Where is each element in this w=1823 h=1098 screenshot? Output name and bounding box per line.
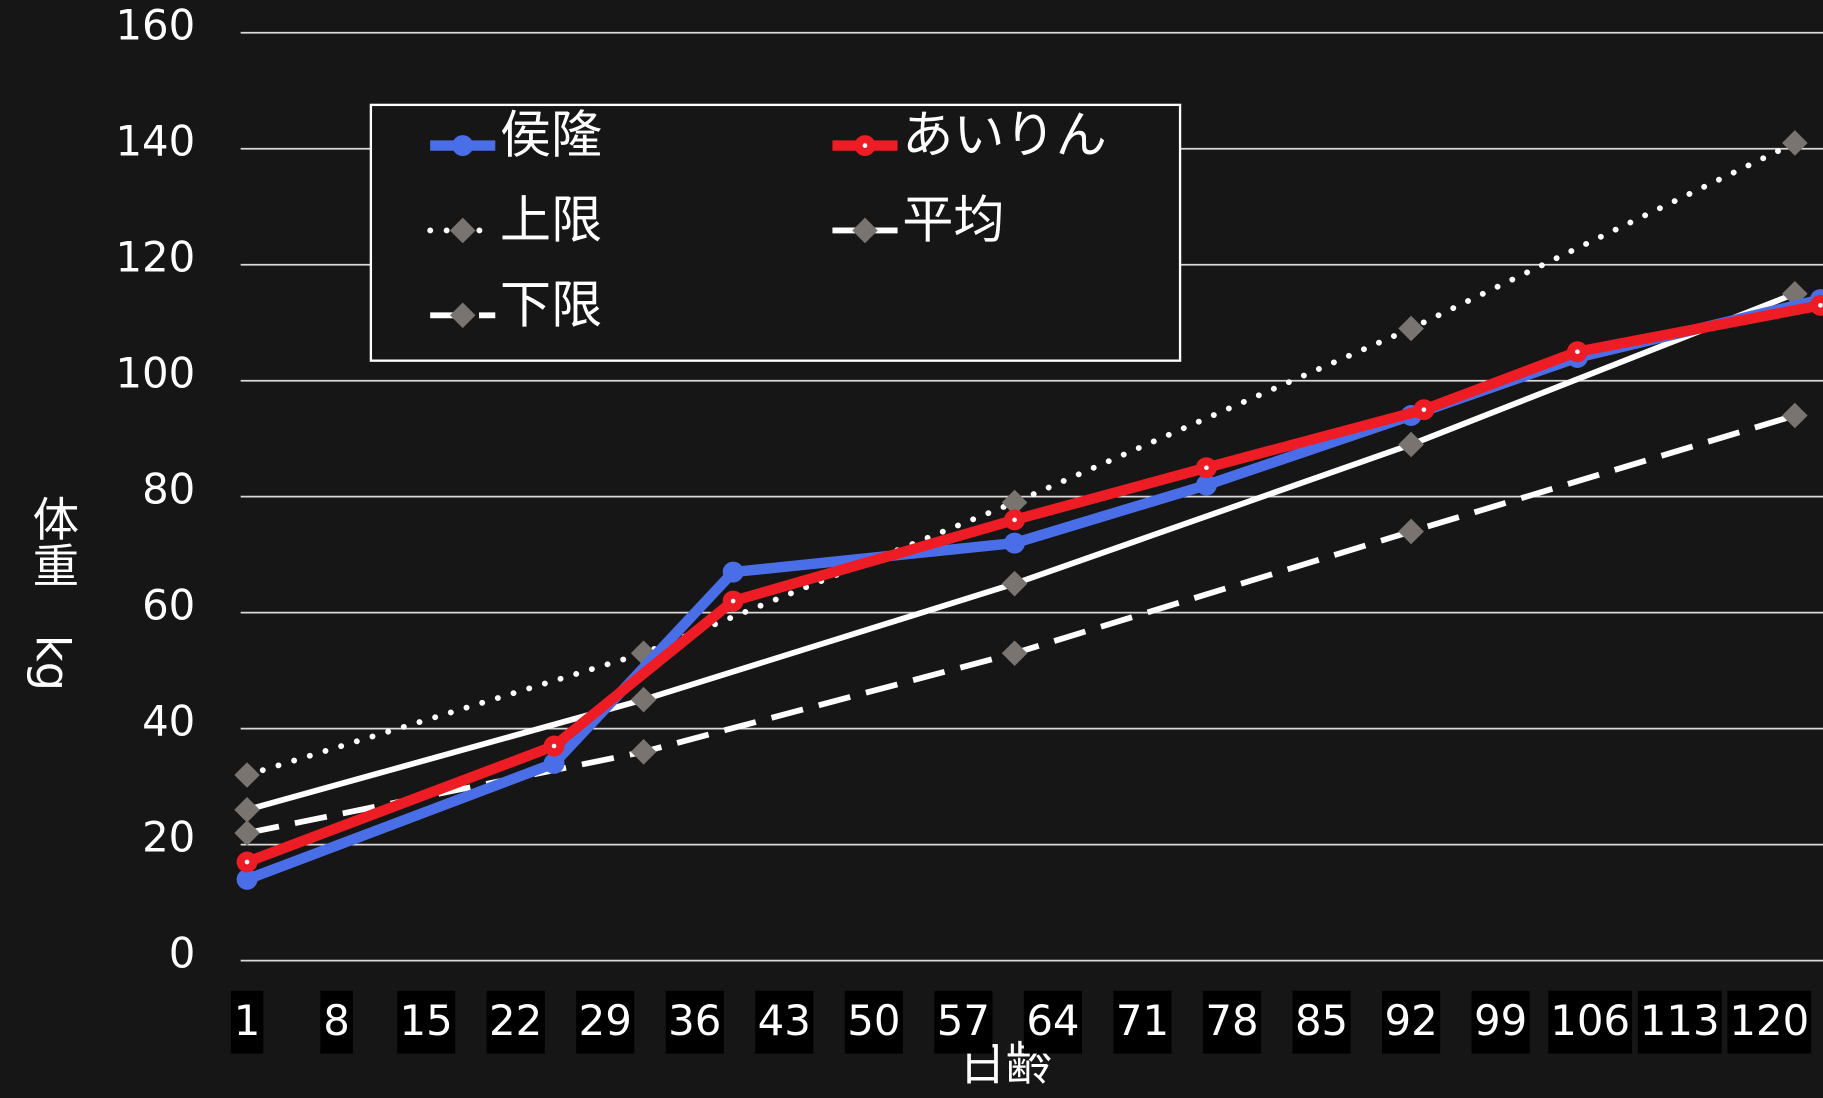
marker (1782, 130, 1808, 156)
x-tick-bg (320, 990, 353, 1054)
y-tick-label: 20 (142, 812, 195, 861)
x-tick-label: 120 (1729, 996, 1809, 1045)
marker-dot (730, 598, 736, 604)
marker-dot (1421, 407, 1427, 413)
series-line (244, 140, 1798, 778)
x-tick-label: 71 (1116, 996, 1169, 1045)
x-tick-label: 57 (937, 996, 990, 1045)
x-tick-label: 29 (579, 996, 632, 1045)
marker (1001, 640, 1028, 667)
x-tick-bg (1727, 990, 1812, 1054)
x-tick-label: 50 (847, 996, 900, 1045)
x-tick-bg (576, 990, 635, 1054)
marker (630, 739, 657, 765)
marker (1782, 402, 1808, 429)
x-tick-label: 1 (234, 996, 261, 1045)
legend-label: あいりん (902, 107, 1107, 166)
marker (1001, 570, 1028, 597)
x-tick-bg (1023, 990, 1083, 1054)
marker-dot (1575, 349, 1580, 355)
marker (630, 686, 657, 713)
x-tick-bg (844, 990, 903, 1054)
series-line (246, 291, 1796, 813)
y-tick-label: 0 (169, 928, 196, 977)
marker (234, 797, 260, 823)
x-tick-bg (486, 990, 545, 1054)
series-line (245, 300, 1822, 867)
y-tick-label: 40 (142, 696, 195, 745)
x-tick-bg (1202, 990, 1262, 1054)
y-tick-label: 120 (115, 233, 195, 282)
x-tick-label: 106 (1550, 996, 1630, 1045)
x-tick-label: 36 (668, 996, 721, 1045)
marker-dot (1204, 465, 1209, 471)
y-tick-label: 80 (142, 465, 195, 514)
marker (1195, 474, 1217, 496)
x-tick-label: 22 (489, 996, 542, 1045)
x-tick-bg (665, 990, 724, 1054)
marker (722, 561, 744, 583)
marker-dot (244, 859, 250, 865)
x-tick-label: 85 (1295, 996, 1348, 1045)
marker (1004, 532, 1026, 554)
y-tick-label: 160 (115, 1, 195, 50)
legend-label: 上限 (500, 191, 602, 250)
marker (1398, 518, 1424, 545)
x-tick-bg (397, 990, 456, 1054)
legend-label: 侯隆 (500, 107, 602, 166)
marker (236, 868, 258, 890)
x-tick-bg (755, 990, 814, 1054)
marker (1398, 431, 1424, 458)
legend-label: 平均 (902, 191, 1004, 250)
x-tick-label: 15 (400, 996, 453, 1045)
y-tick-label: 60 (142, 581, 195, 630)
x-tick-label: 113 (1640, 996, 1720, 1045)
x-tick-bg (1292, 990, 1351, 1054)
x-tick-bg (934, 990, 993, 1054)
marker (1809, 294, 1823, 316)
marker (234, 762, 260, 788)
x-tick-bg (230, 990, 264, 1054)
x-tick-label: 8 (323, 996, 350, 1045)
x-tick-label: 64 (1026, 996, 1079, 1045)
y-tick-label: 100 (115, 349, 195, 398)
x-tick-label: 92 (1384, 996, 1437, 1045)
marker (234, 820, 260, 846)
x-tick-label: 78 (1205, 996, 1258, 1045)
marker-dot (1012, 517, 1017, 523)
marker-dot (1818, 303, 1823, 308)
y-axis-label: 体重 kg (25, 495, 79, 691)
x-tick-label: 99 (1474, 996, 1527, 1045)
marker (1398, 315, 1424, 342)
x-tick-bg (1548, 990, 1633, 1054)
x-tick-bg (1382, 990, 1441, 1054)
marker (452, 135, 474, 157)
x-tick-bg (1113, 990, 1172, 1054)
x-tick-bg (1471, 990, 1530, 1054)
marker (543, 752, 565, 774)
marker-dot (551, 743, 557, 749)
legend-box (369, 103, 1182, 362)
series-line (245, 294, 1822, 885)
marker (852, 217, 878, 244)
y-tick-label: 140 (115, 117, 195, 166)
x-tick-bg (1637, 990, 1722, 1054)
legend-label: 下限 (500, 276, 602, 335)
marker-dot (862, 143, 868, 148)
plot (234, 130, 1823, 890)
x-tick-label: 43 (758, 996, 811, 1045)
